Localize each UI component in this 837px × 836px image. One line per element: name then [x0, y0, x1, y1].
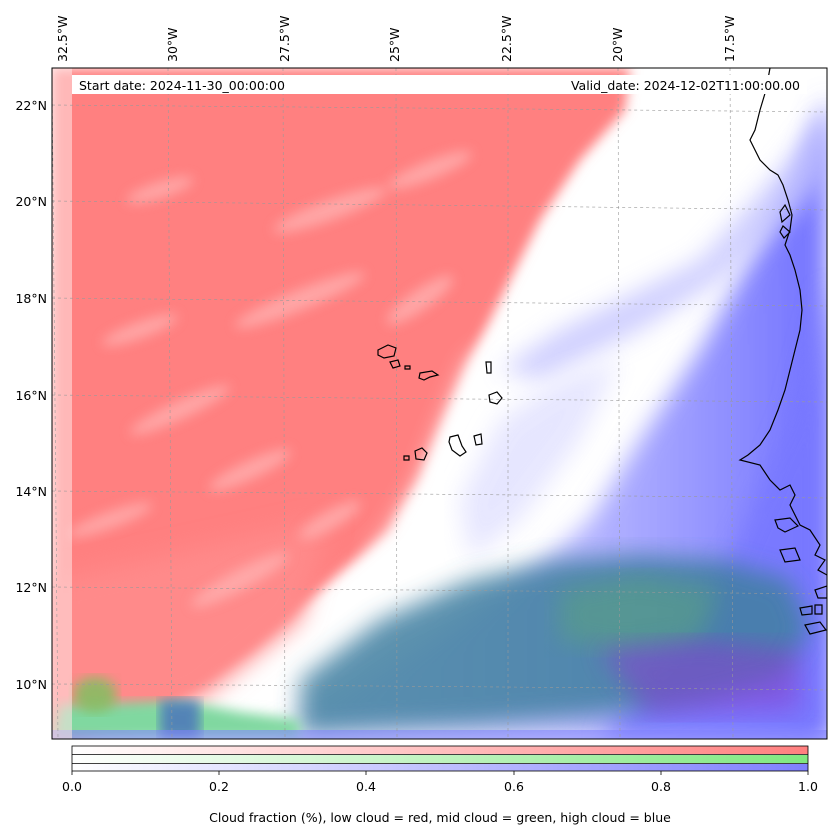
lat-label: 18°N [15, 291, 47, 306]
colorbar-tick-marks [71, 771, 809, 775]
graticule [52, 68, 827, 739]
island-sao-vicente [389, 359, 401, 369]
start-date-label: Start date: 2024-11-30_00:00:00 [79, 78, 285, 93]
lon-label: 30°W [165, 27, 180, 62]
lat-label: 14°N [15, 484, 47, 499]
map-panel: Start date: 2024-11-30_00:00:00 Valid_da… [51, 67, 828, 740]
latitude-labels: 22°N 20°N 18°N 16°N 14°N 12°N 10°N [15, 98, 47, 692]
lon-label: 17.5°W [722, 16, 737, 62]
colorbar-mid-cloud [72, 755, 808, 763]
lat-label: 10°N [15, 677, 47, 692]
island-santiago [448, 434, 467, 457]
lat-label: 12°N [15, 580, 47, 595]
colorbar-low-cloud [72, 746, 808, 754]
colorbar: 0.0 0.2 0.4 0.6 0.8 1.0 Cloud fraction (… [62, 745, 818, 825]
island-boa-vista [488, 391, 503, 405]
colorbar-tick-label: 0.6 [504, 779, 524, 794]
lat-label: 16°N [15, 388, 47, 403]
cloud-field [52, 68, 827, 739]
colorbar-title: Cloud fraction (%), low cloud = red, mid… [209, 810, 671, 825]
lon-label: 22.5°W [499, 16, 514, 62]
map-frame [51, 67, 828, 740]
longitude-labels: 32.5°W 30°W 27.5°W 25°W 22.5°W 20°W 17.5… [55, 16, 737, 62]
island-brava [403, 455, 410, 461]
low-cloud-streaks [67, 151, 472, 608]
lon-label: 20°W [610, 27, 625, 62]
lat-label: 20°N [15, 194, 47, 209]
header-box [72, 75, 807, 94]
island-sao-nicolau [418, 370, 440, 381]
valid-date-label: Valid_date: 2024-12-02T11:00:00.00 [571, 78, 800, 93]
island-fogo [414, 447, 428, 461]
colorbar-high-cloud [72, 764, 808, 771]
coastlines [738, 68, 827, 635]
lat-label: 22°N [15, 98, 47, 113]
colorbar-tick-label: 0.0 [62, 779, 82, 794]
island-sal [485, 361, 492, 374]
colorbar-tick-label: 0.8 [651, 779, 671, 794]
africa-coastline [738, 68, 827, 576]
lon-label: 27.5°W [277, 16, 292, 62]
colorbar-tick-label: 0.4 [356, 779, 376, 794]
island-santo-antao [377, 344, 397, 359]
colorbar-tick-label: 0.2 [209, 779, 229, 794]
lon-label: 32.5°W [55, 16, 70, 62]
lon-label: 25°W [387, 27, 402, 62]
colorbar-tick-label: 1.0 [798, 779, 818, 794]
cabo-verde-islands [377, 344, 503, 461]
island-maio [473, 433, 483, 446]
